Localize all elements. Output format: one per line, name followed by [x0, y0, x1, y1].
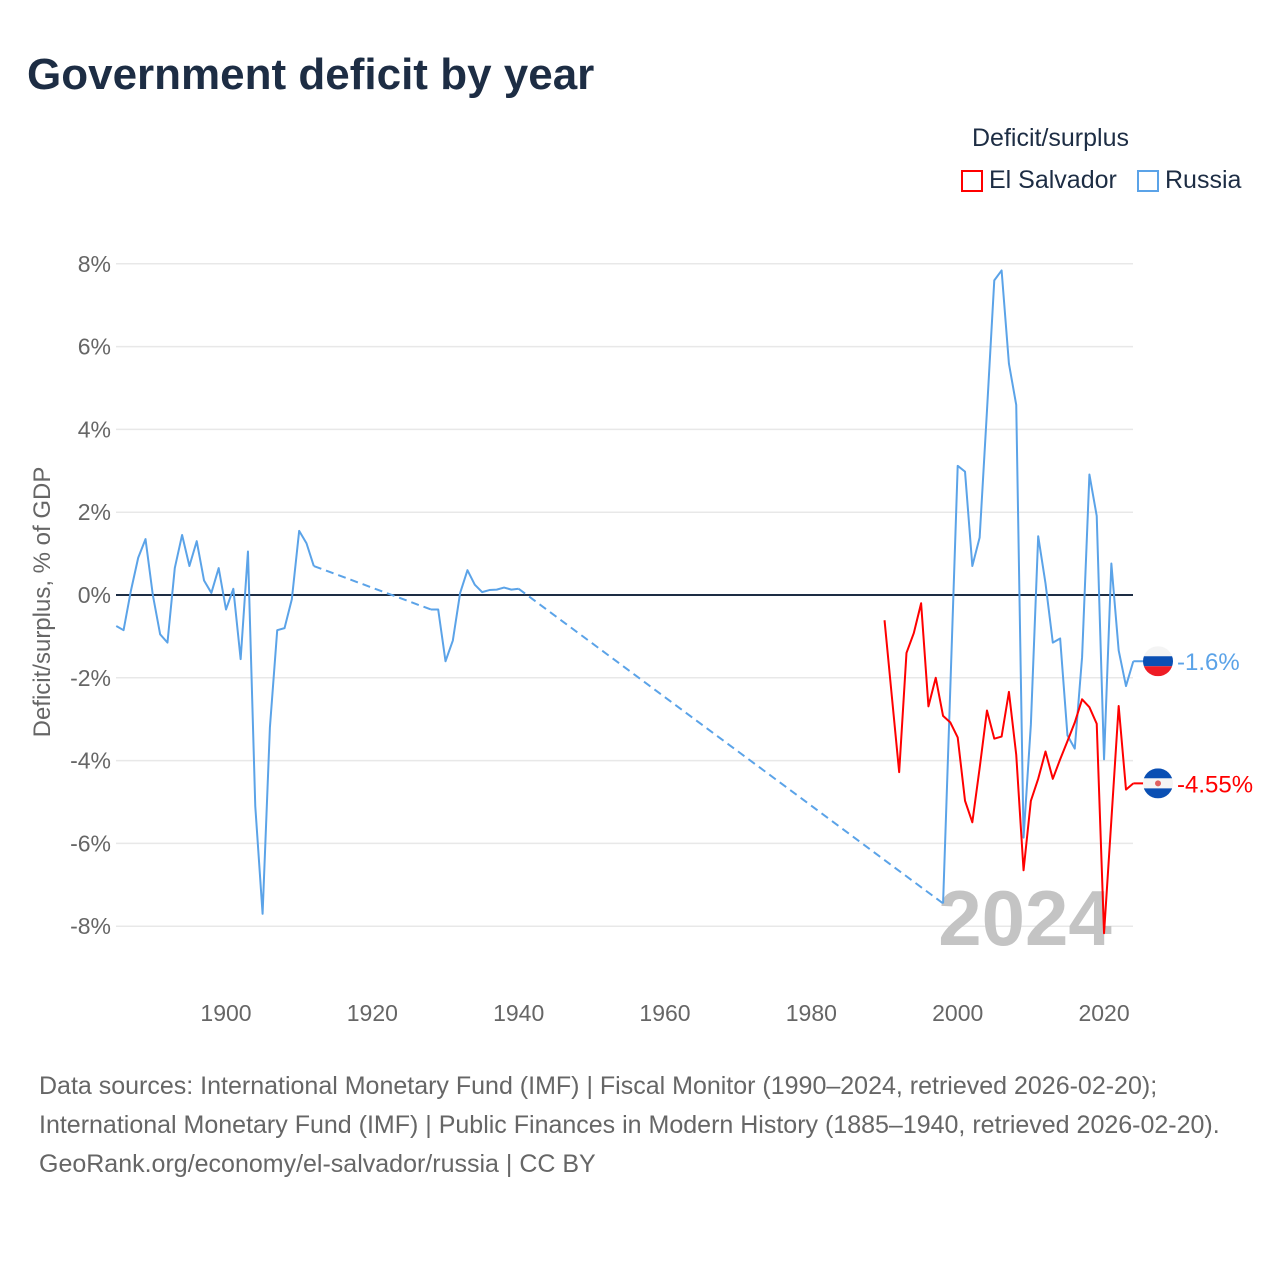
legend-label: Russia — [1165, 166, 1242, 194]
legend-swatch-russia — [1137, 169, 1159, 192]
flag-emblem — [1155, 780, 1161, 787]
y-tick-label: 0% — [78, 582, 111, 608]
el-salvador-flag-icon — [1143, 768, 1173, 799]
flag-stripe — [1143, 656, 1173, 667]
source-note: Data sources: International Monetary Fun… — [39, 1067, 1239, 1184]
legend-swatch-el-salvador — [961, 169, 983, 192]
y-tick-label: 2% — [78, 499, 111, 525]
flag-stripe — [1143, 788, 1173, 799]
attribution-link[interactable]: GeoRank.org/economy/el-salvador/russia |… — [39, 1150, 596, 1178]
x-tick-label: 1900 — [200, 1000, 251, 1026]
legend-title: Deficit/surplus — [972, 124, 1129, 152]
y-tick-label: -6% — [70, 830, 111, 856]
year-watermark: 2024 — [938, 874, 1112, 962]
x-tick-label: 1980 — [786, 1000, 837, 1026]
flag-stripe — [1143, 666, 1173, 677]
el-salvador-end-label: -4.55% — [1177, 771, 1253, 798]
legend-item-russia[interactable]: Russia — [1137, 166, 1241, 195]
y-axis-title: Deficit/surplus, % of GDP — [29, 467, 56, 738]
y-tick-label: 4% — [78, 416, 111, 442]
russia-gap-line — [518, 587, 944, 905]
x-tick-label: 2000 — [932, 1000, 983, 1026]
x-tick-label: 1940 — [493, 1000, 544, 1026]
russia-end-label: -1.6% — [1177, 649, 1240, 676]
y-tick-label: 6% — [78, 334, 111, 360]
y-tick-label: -4% — [70, 748, 111, 774]
flag-stripe — [1143, 768, 1173, 779]
data-sources: Data sources: International Monetary Fun… — [39, 1072, 1220, 1139]
x-tick-label: 1960 — [639, 1000, 690, 1026]
el-salvador-line — [883, 602, 1134, 935]
legend-item-el-salvador[interactable]: El Salvador — [961, 166, 1117, 195]
russia-flag-icon — [1143, 646, 1173, 677]
y-tick-label: -8% — [70, 913, 111, 939]
russia-line — [115, 529, 315, 915]
russia-line — [942, 269, 1135, 904]
x-tick-label: 2020 — [1078, 1000, 1129, 1026]
chart-title: Government deficit by year — [27, 50, 595, 99]
russia-line — [430, 569, 519, 663]
y-tick-label: -2% — [70, 665, 111, 691]
russia-gap-line — [313, 565, 432, 611]
flag-stripe — [1143, 646, 1173, 657]
legend-label: El Salvador — [989, 166, 1117, 194]
y-tick-label: 8% — [78, 251, 111, 277]
x-tick-label: 1920 — [347, 1000, 398, 1026]
